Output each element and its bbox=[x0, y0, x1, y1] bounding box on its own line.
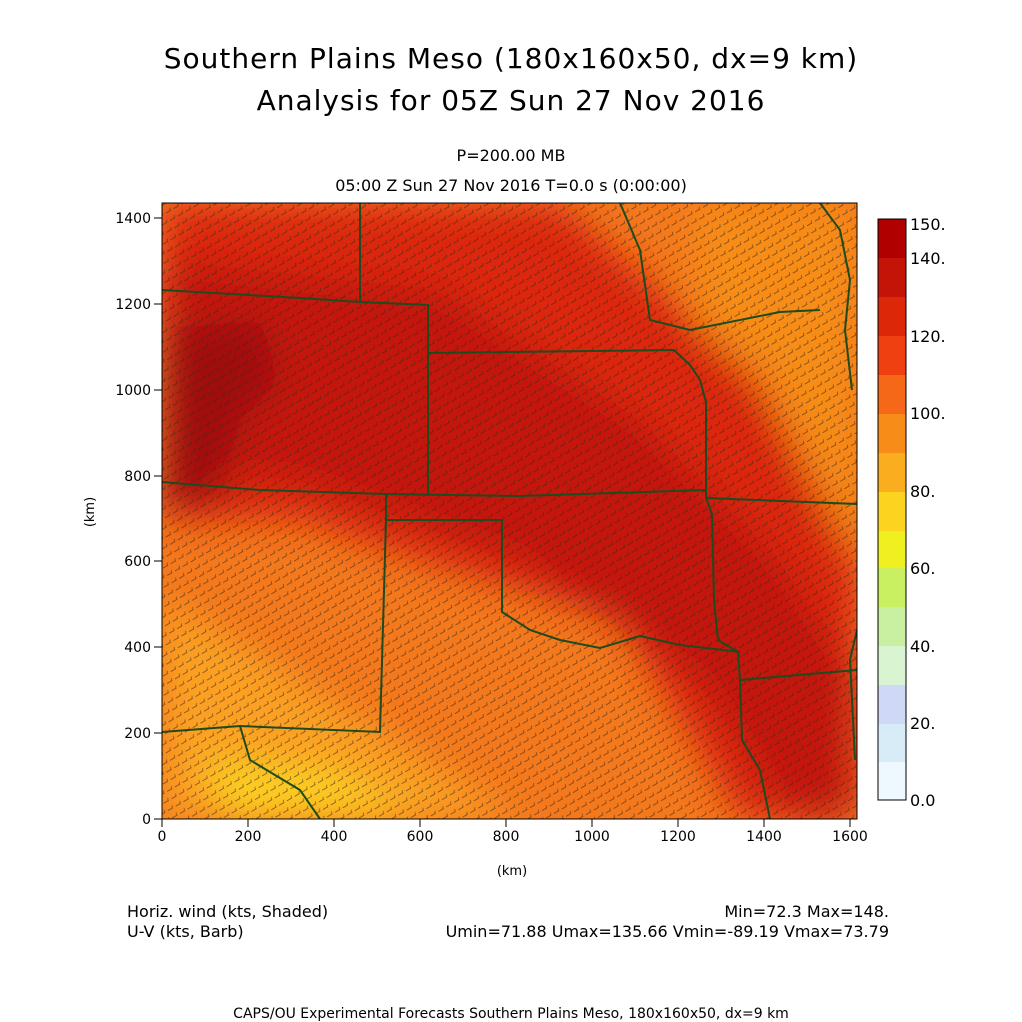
colorbar-label: 120. bbox=[910, 327, 946, 346]
y-tick-label: 600 bbox=[124, 554, 151, 570]
colorbar-labels: 150. 140. 120. 100. 80. 60. 40. 20. 0.0 bbox=[910, 215, 946, 810]
x-axis-labels: 0 200 400 600 800 1000 1200 1400 1600 (k… bbox=[158, 829, 868, 879]
x-axis-ticks bbox=[161, 819, 851, 827]
colorbar-label: 140. bbox=[910, 249, 946, 268]
plot-frame bbox=[161, 202, 858, 820]
x-axis-title: (km) bbox=[497, 864, 527, 879]
colorbar-label: 0.0 bbox=[910, 791, 935, 810]
y-axis-ticks bbox=[154, 217, 162, 820]
state-boundaries bbox=[162, 203, 857, 819]
colorbar-label: 40. bbox=[910, 637, 935, 656]
x-tick-label: 1000 bbox=[574, 829, 610, 845]
pressure-level-label: P=200.00 MB bbox=[456, 146, 566, 165]
x-tick-label: 600 bbox=[407, 829, 434, 845]
y-tick-label: 0 bbox=[142, 812, 151, 828]
x-tick-label: 0 bbox=[158, 829, 167, 845]
footer-min-max: Min=72.3 Max=148. bbox=[724, 902, 889, 921]
y-tick-label: 200 bbox=[124, 726, 151, 742]
footer-shaded-variable: Horiz. wind (kts, Shaded) bbox=[127, 902, 329, 921]
x-tick-label: 200 bbox=[235, 829, 262, 845]
y-tick-label: 400 bbox=[124, 640, 151, 656]
wind-speed-shading bbox=[162, 203, 857, 819]
x-tick-label: 400 bbox=[321, 829, 348, 845]
y-tick-label: 1400 bbox=[115, 211, 151, 227]
colorbar-label: 100. bbox=[910, 404, 946, 423]
y-tick-label: 800 bbox=[124, 469, 151, 485]
y-axis-labels: 0 200 400 600 800 1000 1200 1400 bbox=[115, 211, 151, 828]
x-tick-label: 1600 bbox=[832, 829, 868, 845]
x-tick-label: 1400 bbox=[746, 829, 782, 845]
credit-line: CAPS/OU Experimental Forecasts Southern … bbox=[233, 1006, 789, 1022]
colorbar-label: 150. bbox=[910, 215, 946, 234]
y-axis-title: (km) bbox=[83, 497, 98, 527]
colorbar-label: 60. bbox=[910, 559, 935, 578]
colorbar-label: 20. bbox=[910, 714, 935, 733]
colorbar-label: 80. bbox=[910, 482, 935, 501]
title-line-2: Analysis for 05Z Sun 27 Nov 2016 bbox=[256, 84, 766, 117]
y-tick-label: 1000 bbox=[115, 383, 151, 399]
valid-time-label: 05:00 Z Sun 27 Nov 2016 T=0.0 s (0:00:00… bbox=[335, 176, 687, 195]
x-tick-label: 1200 bbox=[660, 829, 696, 845]
footer-uv-range: Umin=71.88 Umax=135.66 Vmin=-89.19 Vmax=… bbox=[445, 922, 889, 941]
y-tick-label: 1200 bbox=[115, 297, 151, 313]
colorbar bbox=[877, 218, 907, 801]
title-line-1: Southern Plains Meso (180x160x50, dx=9 k… bbox=[163, 42, 859, 75]
x-tick-label: 800 bbox=[493, 829, 520, 845]
footer-barb-variable: U-V (kts, Barb) bbox=[127, 922, 244, 941]
